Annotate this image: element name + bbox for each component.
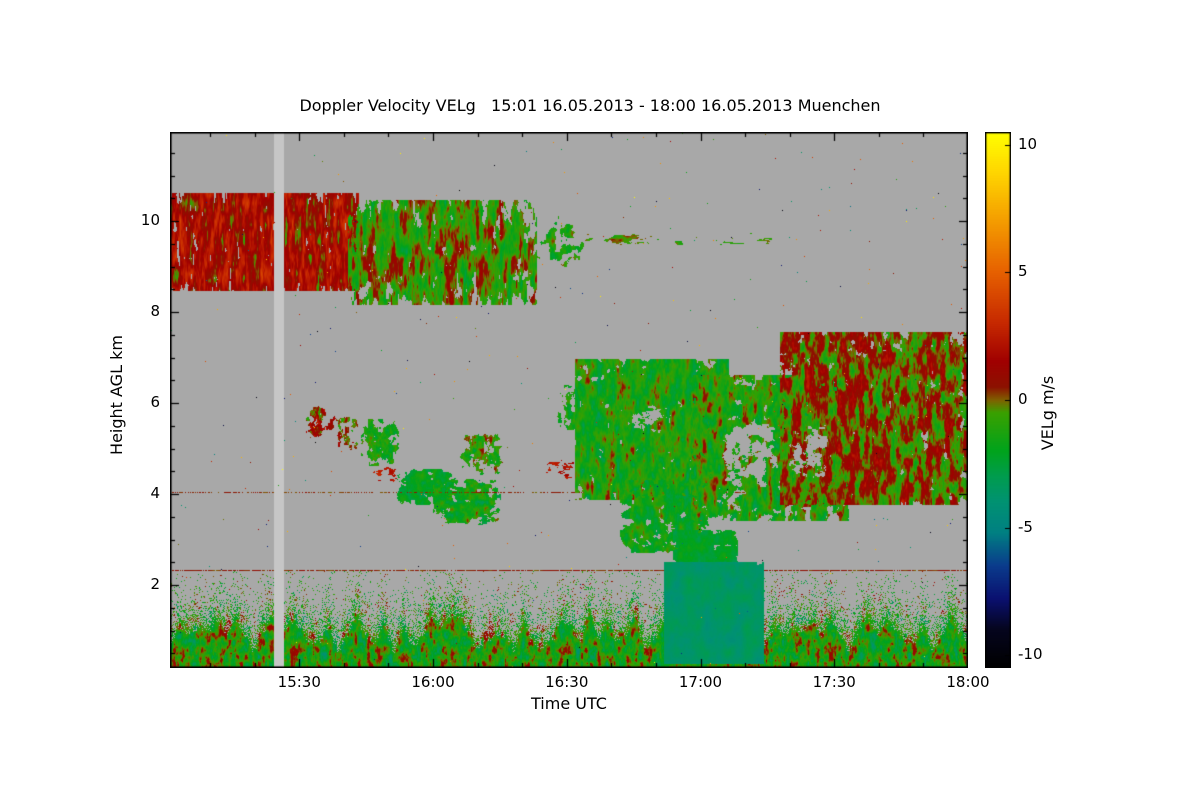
colorbar-tick-label: 0 [1018, 390, 1028, 408]
y-tick-label: 6 [150, 393, 160, 412]
chart-title: Doppler Velocity VELg 15:01 16.05.2013 -… [299, 96, 881, 115]
colorbar-tick-label: 5 [1018, 262, 1028, 281]
x-tick-label: 16:00 [411, 673, 455, 691]
x-tick-label: 16:30 [545, 673, 589, 691]
x-tick-label: 17:00 [678, 673, 723, 691]
colorbar-tick-label: -10 [1018, 645, 1043, 664]
y-tick-label: 2 [150, 575, 160, 594]
y-tick-label: 4 [150, 484, 160, 503]
heatmap-canvas [170, 132, 968, 668]
colorbar-tick-label: 10 [1018, 134, 1038, 153]
y-tick-label: 10 [140, 211, 160, 230]
colorbar-tick-label: -5 [1018, 517, 1033, 536]
x-tick-label: 15:30 [277, 673, 321, 691]
x-tick-label: 17:30 [812, 673, 856, 691]
x-axis-label: Time UTC [531, 694, 607, 713]
y-tick-label: 8 [150, 302, 160, 321]
colorbar-label: VELg m/s [1038, 375, 1057, 451]
colorbar-canvas [985, 132, 1011, 668]
x-tick-label: 18:00 [946, 673, 990, 691]
